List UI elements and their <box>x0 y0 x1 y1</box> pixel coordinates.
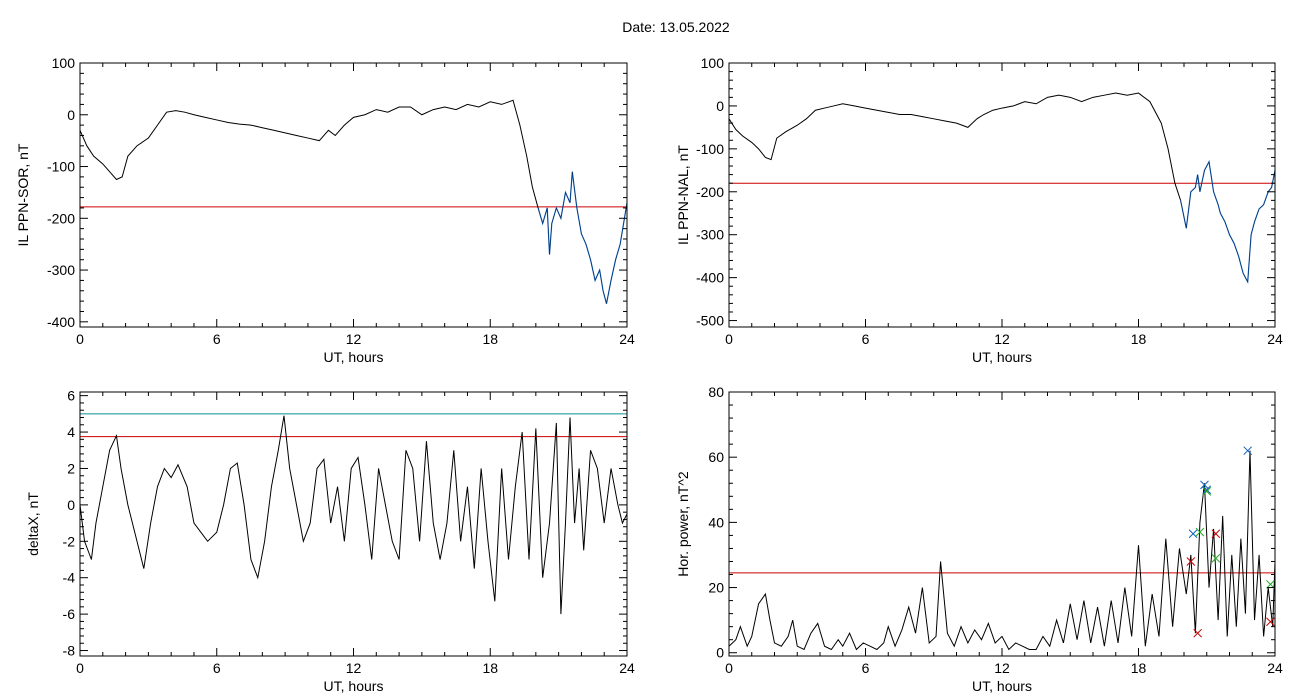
x-tick-label: 18 <box>1131 331 1147 347</box>
y-tick-label: 20 <box>708 580 724 596</box>
x-tick-label: 24 <box>1267 660 1283 676</box>
y-tick-label: 2 <box>67 460 75 476</box>
plot-frame <box>79 391 628 657</box>
x-tick-label: 24 <box>619 331 635 347</box>
y-tick-label: -100 <box>696 141 724 157</box>
x-tick-label: 6 <box>213 660 221 676</box>
data-marker-green <box>1202 487 1212 496</box>
y-tick-label: 100 <box>701 55 725 71</box>
x-tick-label: 18 <box>482 331 498 347</box>
data-marker-red <box>1186 557 1196 566</box>
x-tick-label: 12 <box>994 660 1010 676</box>
y-tick-label: -400 <box>696 270 724 286</box>
y-tick-label: 4 <box>67 424 75 440</box>
y-axis-title: Hor. power, nT^2 <box>675 471 691 577</box>
x-tick-label: 24 <box>619 660 635 676</box>
data-marker-green <box>1266 579 1275 589</box>
y-tick-label: 0 <box>716 98 724 114</box>
x-tick-label: 0 <box>725 660 733 676</box>
data-marker-red <box>1266 617 1275 627</box>
plot-frame <box>728 62 1276 328</box>
y-tick-label: -4 <box>63 570 76 586</box>
chart-panel-nal: 0 6 12 18 24 100 0 -100 -200 -300 -400 -500 UT, hour… <box>675 55 1283 365</box>
y-axis-title: IL PPN-NAL, nT <box>675 145 691 245</box>
y-tick-label: -2 <box>63 533 76 549</box>
x-axis-title: UT, hours <box>972 678 1032 694</box>
y-tick-label: 80 <box>708 384 724 400</box>
data-marker-green <box>1211 553 1221 563</box>
y-axis-title: deltaX, nT <box>25 492 41 556</box>
y-tick-label: 100 <box>52 55 76 71</box>
y-tick-label: -200 <box>696 184 724 200</box>
data-marker-blue <box>1200 480 1209 490</box>
y-axis-title: IL PPN-SOR, nT <box>15 143 31 246</box>
data-series-line <box>728 92 1182 201</box>
y-tick-label: -200 <box>47 210 75 226</box>
x-tick-label: 18 <box>482 660 498 676</box>
x-tick-label: 12 <box>346 331 362 347</box>
y-tick-label: -100 <box>47 159 75 175</box>
data-series-highlight <box>537 171 628 304</box>
x-tick-label: 0 <box>725 331 733 347</box>
x-tick-label: 18 <box>1131 660 1147 676</box>
x-tick-label: 6 <box>862 331 870 347</box>
y-tick-label: -300 <box>696 227 724 243</box>
x-tick-label: 12 <box>346 660 362 676</box>
y-tick-label: 0 <box>67 497 75 513</box>
y-tick-label: 0 <box>67 107 75 123</box>
x-tick-label: 6 <box>862 660 870 676</box>
y-tick-label: 40 <box>708 514 724 530</box>
x-tick-label: 24 <box>1267 331 1283 347</box>
x-tick-label: 0 <box>76 660 84 676</box>
data-series-line <box>79 415 628 615</box>
data-marker-green <box>1195 527 1205 537</box>
x-tick-label: 0 <box>76 331 84 347</box>
data-marker-blue <box>1188 529 1198 539</box>
y-tick-label: 60 <box>708 449 724 465</box>
chart-panel-sor: 0 6 12 18 24 100 0 -100 -200 -300 -400 UT, hours IL … <box>15 55 635 365</box>
y-tick-label: -6 <box>63 606 76 622</box>
y-tick-label: -300 <box>47 262 75 278</box>
x-tick-label: 6 <box>213 331 221 347</box>
x-axis-title: UT, hours <box>324 678 384 694</box>
data-series-highlight <box>1179 159 1276 285</box>
y-tick-label: -8 <box>63 643 76 659</box>
x-tick-label: 12 <box>994 331 1010 347</box>
figure-title: Date: 13.05.2022 <box>622 19 730 35</box>
chart-panel-deltax: 0 6 12 18 24 6 4 2 0 -2 -4 -6 -8 UT, hours deltaX, nT <box>25 388 635 694</box>
y-tick-label: -500 <box>696 313 724 329</box>
data-series-highlight-core <box>537 171 628 304</box>
data-marker-red <box>1193 628 1203 638</box>
plot-frame <box>728 391 1276 657</box>
data-marker-red <box>1211 529 1221 539</box>
y-tick-label: 6 <box>67 388 75 404</box>
plot-frame <box>79 62 628 328</box>
data-series-highlight-core <box>1180 160 1276 283</box>
x-axis-title: UT, hours <box>972 349 1032 365</box>
data-series-line <box>728 450 1276 651</box>
data-marker-blue <box>1243 446 1253 456</box>
x-axis-title: UT, hours <box>324 349 384 365</box>
y-tick-label: -400 <box>47 314 75 330</box>
data-marker-blue <box>1202 485 1212 495</box>
chart-panel-power: 0 6 12 18 24 80 60 40 20 0 UT, hours Hor. power, nT… <box>675 384 1283 694</box>
data-series-line <box>79 99 539 209</box>
y-tick-label: 0 <box>716 645 724 661</box>
